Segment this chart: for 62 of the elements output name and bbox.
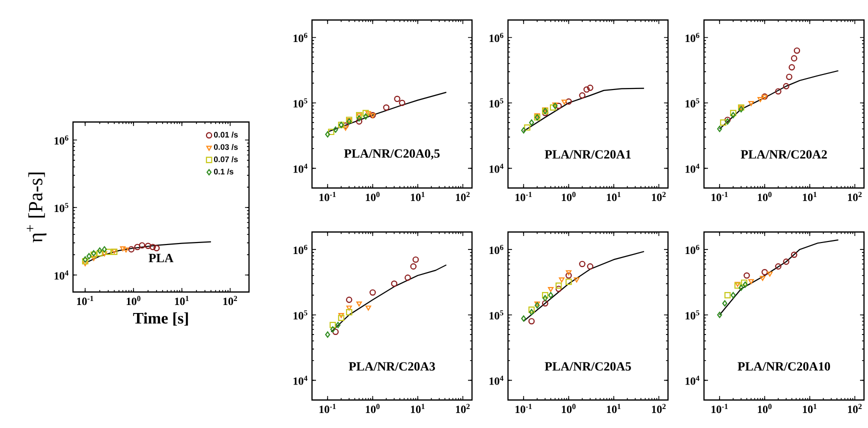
x-tick-label: 10$^{0}$ xyxy=(126,296,140,306)
x-tick-label: 10$^{2}$ xyxy=(223,296,238,306)
y-tick-label: 10$^{6}$ xyxy=(490,32,504,42)
x-tick-label: 10$^{2}$ xyxy=(652,404,666,414)
text: PLA/NR/C20A5 xyxy=(544,362,631,371)
x-tick-label: 10$^{-1}$ xyxy=(516,192,532,202)
x-tick-label: 10$^{1}$ xyxy=(410,192,425,202)
y-tick-label: 10$^{6}$ xyxy=(294,32,308,42)
x-tick-label: 10$^{-1}$ xyxy=(712,192,728,202)
x-tick-label: 10$^{0}$ xyxy=(758,192,772,202)
y-tick-label: 10$^{4}$ xyxy=(294,164,308,173)
y-tick-label: 10$^{4}$ xyxy=(490,376,504,385)
y-tick-label: 10$^{4}$ xyxy=(294,376,308,385)
x-tick-label: 10$^{0}$ xyxy=(366,192,380,202)
text: PLA/NR/C20A2 xyxy=(740,150,827,159)
legend-label: 0.1 /s xyxy=(214,168,234,175)
y-tick-label: 10$^{6}$ xyxy=(490,244,504,254)
text: PLA/NR/C20A0,5 xyxy=(344,149,440,160)
y-tick-label: 10$^{4}$ xyxy=(54,270,68,280)
text: PLA/NR/C20A3 xyxy=(348,362,435,371)
x-tick-label: 10$^{1}$ xyxy=(410,404,425,414)
y-tick-label: 10$^{4}$ xyxy=(686,376,700,385)
y-tick-label: 10$^{5}$ xyxy=(490,98,504,108)
x-tick-label: 10$^{0}$ xyxy=(562,404,576,414)
x-tick-label: 10$^{-1}$ xyxy=(77,296,94,306)
y-tick-label: 10$^{6}$ xyxy=(686,244,700,254)
x-tick-label: 10$^{-1}$ xyxy=(320,192,336,202)
y-tick-label: 10$^{4}$ xyxy=(686,164,700,173)
y-tick-label: 10$^{6}$ xyxy=(54,135,68,145)
x-tick-label: 10$^{2}$ xyxy=(848,192,862,202)
x-tick-label: 10$^{1}$ xyxy=(606,404,621,414)
y-tick-label: 10$^{5}$ xyxy=(686,98,700,108)
x-tick-label: 10$^{0}$ xyxy=(758,404,772,414)
x-tick-label: 10$^{2}$ xyxy=(848,404,862,414)
x-tick-label: 10$^{1}$ xyxy=(606,192,621,202)
y-axis-title: η$^{+}$ [Pa-s] xyxy=(26,172,46,242)
x-tick-label: 10$^{0}$ xyxy=(366,404,380,414)
y-tick-label: 10$^{5}$ xyxy=(686,310,700,320)
y-tick-label: 10$^{5}$ xyxy=(54,202,68,212)
x-tick-label: 10$^{1}$ xyxy=(802,192,817,202)
y-tick-label: 10$^{6}$ xyxy=(686,32,700,42)
x-tick-label: 10$^{1}$ xyxy=(175,296,189,306)
x-tick-label: 10$^{-1}$ xyxy=(320,404,336,414)
y-tick-label: 10$^{4}$ xyxy=(490,164,504,173)
x-axis-title: Time [s] xyxy=(133,312,188,326)
x-tick-label: 10$^{2}$ xyxy=(652,192,666,202)
x-tick-label: 10$^{-1}$ xyxy=(516,404,532,414)
text: PLA/NR/C20A1 xyxy=(544,150,631,159)
text: PLA xyxy=(148,254,174,262)
legend-label: 0.03 /s xyxy=(214,144,238,150)
x-tick-label: 10$^{-1}$ xyxy=(712,404,728,414)
x-tick-label: 10$^{0}$ xyxy=(562,192,576,202)
legend-label: 0.07 /s xyxy=(214,156,238,162)
x-tick-label: 10$^{2}$ xyxy=(456,192,470,202)
text: PLA/NR/C20A10 xyxy=(738,362,830,371)
y-tick-label: 10$^{5}$ xyxy=(490,310,504,320)
x-tick-label: 10$^{2}$ xyxy=(456,404,470,414)
legend-label: 0.01 /s xyxy=(214,132,238,138)
y-tick-label: 10$^{5}$ xyxy=(294,98,308,108)
y-tick-label: 10$^{6}$ xyxy=(294,244,308,254)
x-tick-label: 10$^{1}$ xyxy=(802,404,817,414)
y-tick-label: 10$^{5}$ xyxy=(294,310,308,320)
